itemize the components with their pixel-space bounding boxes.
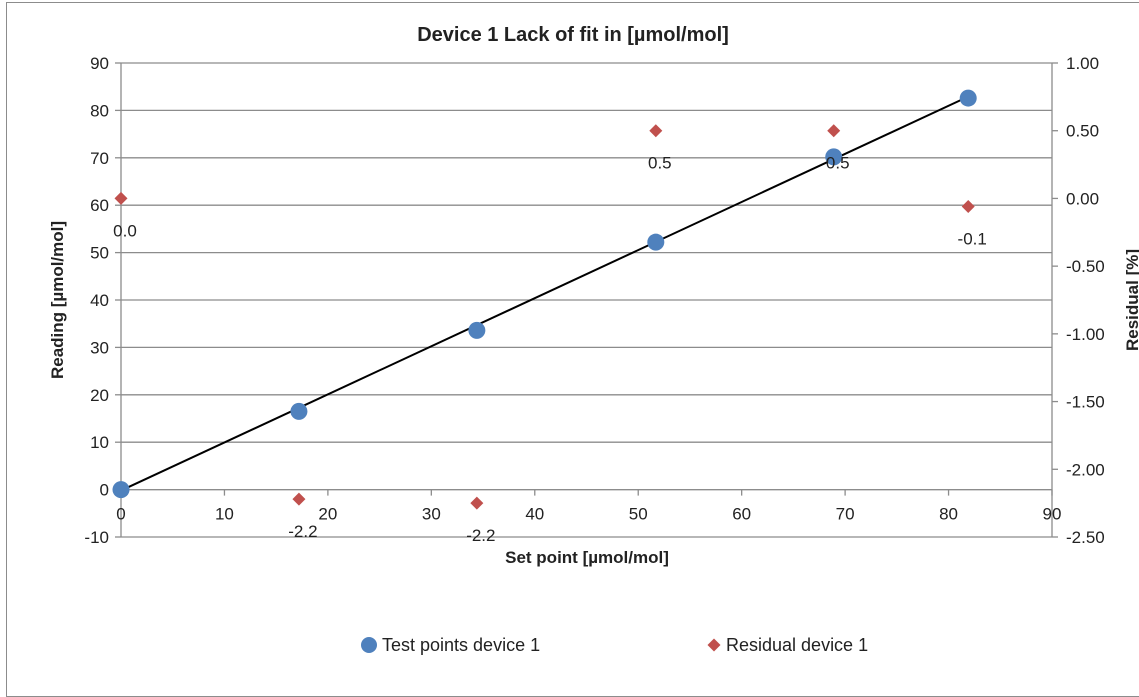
residual-point-0 xyxy=(114,191,128,205)
residual-data-label-3: 0.5 xyxy=(648,154,672,173)
grid-layer xyxy=(121,62,1052,538)
y-tick-label-2: 10 xyxy=(90,433,109,452)
y2-tick-label-7: 1.00 xyxy=(1066,54,1099,73)
x-tick-label-0: 0 xyxy=(116,505,125,524)
test-point-4 xyxy=(825,148,843,166)
legend: Test points device 1 Residual device 1 xyxy=(361,635,868,655)
residual-data-label-1: -2.2 xyxy=(288,522,317,541)
y-tick-label-7: 60 xyxy=(90,196,109,215)
y2-axis-title: Residual [%] xyxy=(1123,249,1139,351)
data-labels-layer: 0.0 -2.2 -2.2 0.5 0.5 -0.1 xyxy=(113,154,987,545)
x-tick-label-7: 70 xyxy=(836,505,855,524)
residual-point-4 xyxy=(827,124,841,138)
y2-tick-label-0: -2.50 xyxy=(1066,528,1105,547)
y2-tick-label-4: -0.50 xyxy=(1066,257,1105,276)
x-tick-label-1: 10 xyxy=(215,505,234,524)
y-tick-label-5: 40 xyxy=(90,291,109,310)
residual-point-1 xyxy=(292,492,306,506)
test-point-5 xyxy=(959,89,977,107)
x-tick-label-5: 50 xyxy=(629,505,648,524)
x-tick-label-4: 40 xyxy=(525,505,544,524)
y-tick-label-4: 30 xyxy=(90,338,109,357)
x-tick-label-8: 80 xyxy=(939,505,958,524)
y-tick-label-3: 20 xyxy=(90,386,109,405)
axes-layer: -100102030405060708090-2.50-2.00-1.50-1.… xyxy=(84,54,1104,547)
fit-line-layer xyxy=(120,95,969,492)
residual-data-label-4: 0.5 xyxy=(826,154,850,173)
y2-tick-label-5: 0.00 xyxy=(1066,189,1099,208)
fit-line xyxy=(120,95,969,492)
y-axis-title: Reading [µmol/mol] xyxy=(48,221,67,379)
test-point-3 xyxy=(647,233,665,251)
y2-tick-label-1: -2.00 xyxy=(1066,460,1105,479)
y-tick-label-6: 50 xyxy=(90,244,109,263)
x-axis-title: Set point [µmol/mol] xyxy=(505,548,669,567)
test-point-2 xyxy=(468,321,486,339)
y2-tick-label-6: 0.50 xyxy=(1066,122,1099,141)
x-tick-label-9: 90 xyxy=(1043,505,1062,524)
x-tick-label-2: 20 xyxy=(318,505,337,524)
legend-label-residual: Residual device 1 xyxy=(726,635,868,655)
chart-title: Device 1 Lack of fit in [µmol/mol] xyxy=(417,24,729,46)
residual-point-5 xyxy=(961,200,975,214)
residual-point-3 xyxy=(649,124,663,138)
legend-label-test-points: Test points device 1 xyxy=(382,635,540,655)
x-tick-label-6: 60 xyxy=(732,505,751,524)
residual-data-label-2: -2.2 xyxy=(466,526,495,545)
residual-point-2 xyxy=(470,496,484,510)
legend-marker-residual xyxy=(707,638,721,652)
y2-tick-label-2: -1.50 xyxy=(1066,393,1105,412)
y-tick-label-10: 90 xyxy=(90,54,109,73)
y-tick-label-1: 0 xyxy=(100,481,109,500)
test-point-0 xyxy=(112,481,130,499)
y2-tick-label-3: -1.00 xyxy=(1066,325,1105,344)
marks-layer xyxy=(112,89,977,510)
x-tick-label-3: 30 xyxy=(422,505,441,524)
test-point-1 xyxy=(290,402,308,420)
y-tick-label-9: 80 xyxy=(90,101,109,120)
y-tick-label-8: 70 xyxy=(90,149,109,168)
legend-marker-test-points xyxy=(361,637,377,653)
y-tick-label-0: -10 xyxy=(84,528,109,547)
residual-data-label-5: -0.1 xyxy=(958,230,987,249)
residual-data-label-0: 0.0 xyxy=(113,221,137,240)
